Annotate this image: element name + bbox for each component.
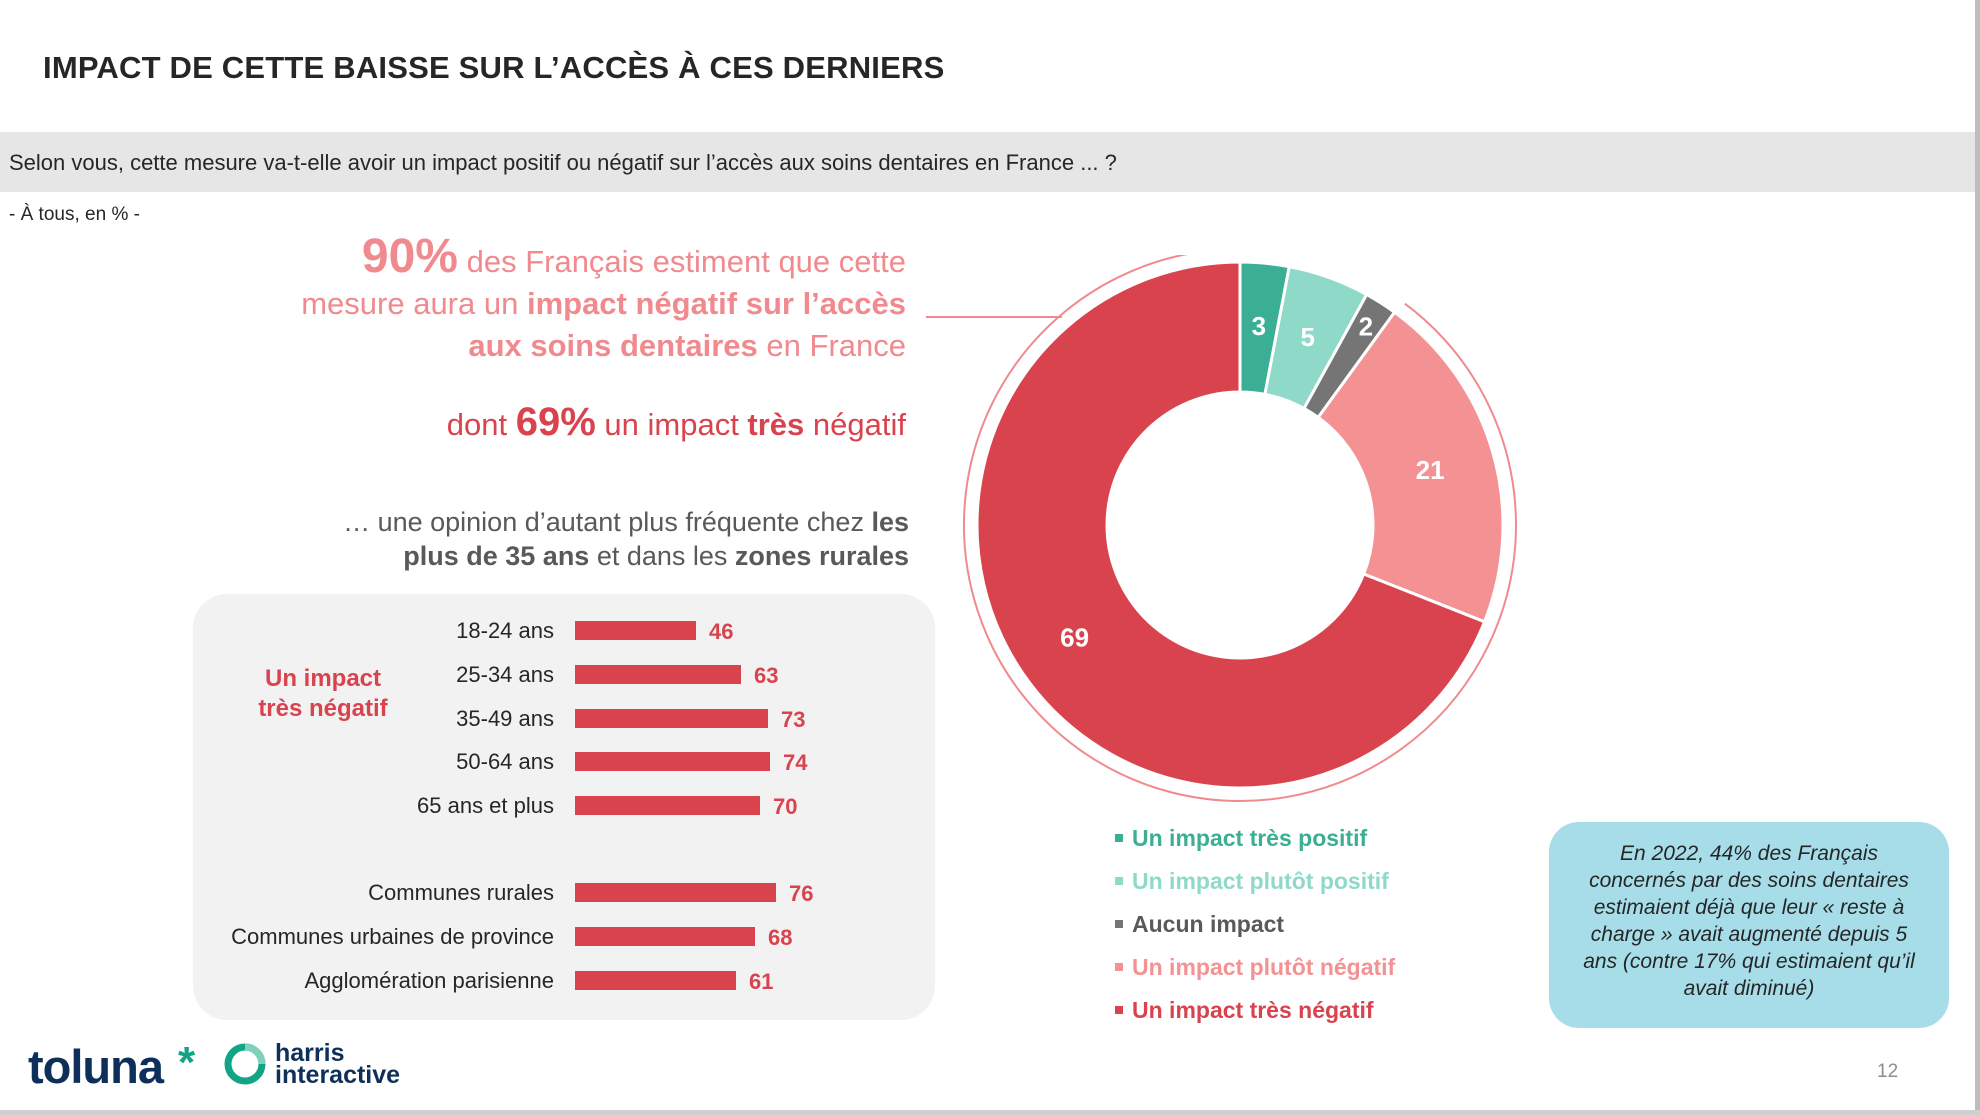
slide-right-border [1975,0,1980,1115]
survey-question: Selon vous, cette mesure va-t-elle avoir… [9,150,1117,175]
breakdown-series-label-line2: très négatif [258,695,388,722]
legend-item: Un impact plutôt positif [1115,868,1389,895]
context-note: En 2022, 44% des Français concernés par … [1549,822,1949,1028]
bar-value-label: 68 [768,925,793,950]
bar-category-label: Communes urbaines de province [231,924,554,949]
legend-label: Un impact très négatif [1132,997,1374,1023]
very-negative-finding: dont 69% un impact très négatif [206,400,906,445]
legend-label: Un impact plutôt positif [1132,868,1389,894]
headline-text-3: en France [757,328,906,363]
headline-text-2: mesure aura un [301,286,527,321]
bar-category-label: 50-64 ans [456,749,554,774]
donut-slice [1316,310,1505,624]
bar-category-label: 25-34 ans [456,662,554,687]
bar-value-label: 74 [783,750,808,775]
bar-category-label: 18-24 ans [456,618,554,643]
legend-label: Aucun impact [1132,911,1285,937]
opinion-bold-3: zones rurales [734,541,909,571]
dont-text-2: un impact [595,407,748,442]
dont-text-1: dont [446,407,516,442]
brand-logo: toluna * harris interactive [28,1038,428,1093]
legend-label: Un impact très positif [1132,825,1368,851]
breakdown-series-label: Un impact très négatif [242,664,404,724]
headline-percent: 90% [361,230,458,283]
donut-slice-label: 2 [1359,312,1373,342]
toluna-wordmark: toluna [28,1040,164,1093]
breakdown-series-label-line1: Un impact [264,665,381,692]
donut-slice-label: 69 [1060,622,1089,652]
bar [575,752,770,771]
bar [575,709,768,728]
bar-value-label: 63 [754,663,779,688]
interactive-line: interactive [275,1061,401,1089]
bar-value-label: 46 [709,619,734,644]
bar [575,796,760,815]
opinion-bold-2: plus de 35 ans [403,541,590,571]
harris-line: harris [275,1039,345,1067]
key-finding-headline: 90% des Français estiment que cette mesu… [206,233,906,367]
legend-swatch [1115,877,1123,885]
legend-item: Un impact très négatif [1115,997,1374,1024]
donut-slice-label: 3 [1252,311,1266,341]
donut-slice-label: 5 [1301,322,1315,352]
negative-answers-outline [963,255,1517,802]
bar-category-label: 35-49 ans [456,706,554,731]
opinion-bold-1: les [871,507,909,537]
donut-chart: 3 5 2 21 69 [963,255,1517,802]
question-band [0,132,1975,192]
donut-slice-label: 21 [1416,455,1445,485]
harris-ring-icon [224,1043,266,1085]
legend-item: Un impact plutôt négatif [1115,954,1395,981]
headline-bold-2: aux soins dentaires [468,328,758,363]
bar-category-label: 65 ans et plus [417,793,554,818]
bar [575,927,755,946]
toluna-star-icon: * [178,1038,196,1087]
bar [575,621,696,640]
legend-swatch [1115,963,1123,971]
legend-item: Un impact très positif [1115,825,1367,852]
bar [575,665,741,684]
legend-swatch [1115,1006,1123,1014]
legend-swatch [1115,920,1123,928]
headline-text-1: des Français estiment que cette [457,244,906,279]
harris-interactive-wordmark: harris interactive [275,1039,401,1089]
bar-value-label: 61 [749,969,774,994]
bar-category-label: Communes rurales [368,880,554,905]
slide-title: IMPACT DE CETTE BAISSE SUR L’ACCÈS À CES… [43,50,945,85]
slide-bottom-border [0,1110,1980,1115]
bar [575,971,736,990]
headline-bold-1: impact négatif sur l’accès [526,286,906,321]
bar-value-label: 76 [789,881,814,906]
opinion-subtitle: … une opinion d’autant plus fréquente ch… [209,505,909,573]
bar-category-label: Agglomération parisienne [304,968,555,993]
opinion-text-1: … une opinion d’autant plus fréquente ch… [343,507,872,537]
bar [575,883,776,902]
bar-value-label: 70 [773,794,798,819]
callout-connector-line [926,316,1062,318]
survey-base: - À tous, en % - [9,204,140,225]
page-number: 12 [1877,1061,1899,1082]
breakdown-panel [193,594,935,1020]
dont-percent: 69% [515,400,596,444]
donut-slice [975,260,1487,790]
legend-swatch [1115,834,1123,842]
dont-text-bold: très [747,407,805,442]
legend-item: Aucun impact [1115,911,1284,938]
legend-label: Un impact plutôt négatif [1132,954,1396,980]
bar-value-label: 73 [781,707,806,732]
opinion-text-2: et dans les [589,541,735,571]
dont-text-3: négatif [804,407,906,442]
